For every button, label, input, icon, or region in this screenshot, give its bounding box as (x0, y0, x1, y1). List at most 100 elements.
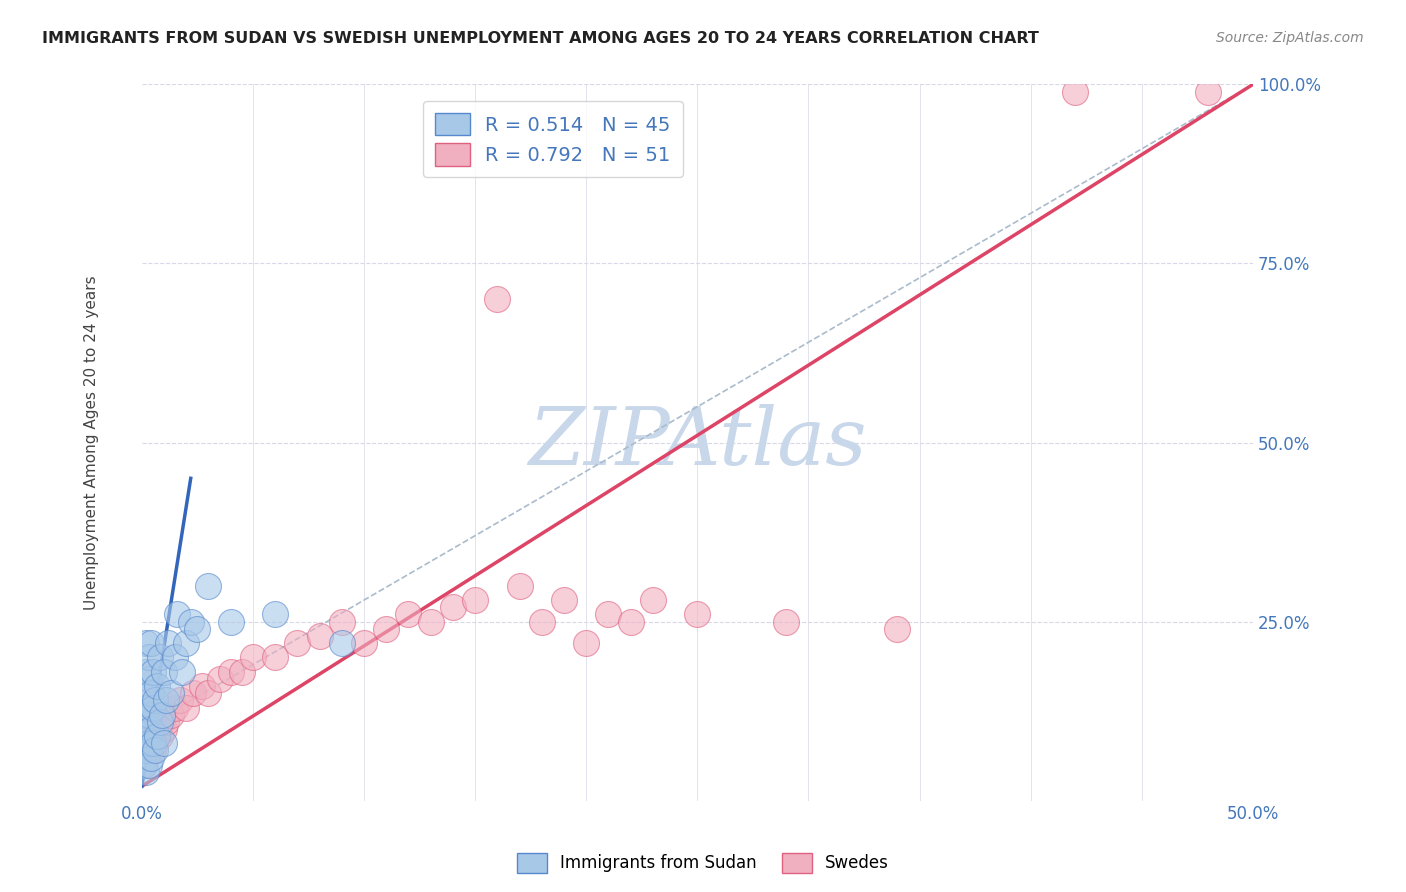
Point (135, 750, 157, 764)
Point (353, 636, 375, 650)
Point (149, 650, 172, 665)
Point (132, 736, 155, 750)
Point (139, 736, 162, 750)
Point (308, 629, 330, 643)
Point (135, 729, 157, 743)
Point (170, 665, 193, 679)
Point (174, 700, 197, 714)
Point (155, 693, 177, 707)
Point (143, 743, 166, 757)
Point (330, 636, 353, 650)
Point (641, 593, 664, 607)
Point (132, 743, 155, 757)
Point (219, 615, 242, 629)
Point (150, 714, 173, 729)
Point (197, 579, 219, 593)
Point (186, 622, 208, 636)
Text: IMMIGRANTS FROM SUDAN VS SWEDISH UNEMPLOYMENT AMONG AGES 20 TO 24 YEARS CORRELAT: IMMIGRANTS FROM SUDAN VS SWEDISH UNEMPLO… (42, 31, 1039, 46)
Point (142, 743, 165, 757)
Point (191, 679, 214, 693)
Point (146, 729, 169, 743)
Point (153, 665, 176, 679)
Point (142, 722, 165, 736)
Point (146, 722, 169, 736)
Point (132, 757, 155, 772)
Point (143, 693, 166, 707)
Text: ZIPAtlas: ZIPAtlas (529, 404, 866, 482)
Point (132, 722, 155, 736)
Point (135, 665, 157, 679)
Point (1064, 85, 1087, 99)
Legend: Immigrants from Sudan, Swedes: Immigrants from Sudan, Swedes (510, 847, 896, 880)
Point (208, 672, 231, 686)
Point (486, 293, 509, 307)
Point (142, 736, 165, 750)
Point (149, 729, 172, 743)
Point (132, 686, 155, 700)
Point (159, 707, 181, 722)
Point (242, 650, 264, 665)
Point (150, 707, 173, 722)
Point (142, 665, 165, 679)
Point (153, 722, 176, 736)
Point (138, 672, 160, 686)
Point (575, 636, 598, 650)
Point (132, 707, 155, 722)
Point (598, 607, 620, 622)
Point (159, 686, 181, 700)
Point (197, 686, 219, 700)
Point (139, 686, 162, 700)
Point (509, 579, 531, 593)
Point (264, 650, 287, 665)
Point (138, 757, 160, 772)
Point (620, 615, 643, 629)
Point (686, 607, 709, 622)
Point (135, 636, 157, 650)
Point (330, 615, 353, 629)
Point (398, 607, 420, 622)
Point (139, 714, 162, 729)
Point (419, 615, 441, 629)
Point (165, 650, 187, 665)
Point (135, 722, 157, 736)
Point (1197, 85, 1219, 99)
Point (287, 636, 309, 650)
Point (135, 700, 157, 714)
Point (169, 693, 191, 707)
Point (138, 722, 160, 736)
Point (264, 607, 287, 622)
Point (138, 707, 160, 722)
Point (165, 700, 187, 714)
Point (231, 665, 253, 679)
Point (139, 750, 162, 764)
Legend: R = 0.514   N = 45, R = 0.792   N = 51: R = 0.514 N = 45, R = 0.792 N = 51 (423, 102, 682, 178)
Point (181, 686, 204, 700)
Point (180, 615, 202, 629)
Point (166, 607, 188, 622)
Point (132, 757, 155, 772)
Point (135, 743, 157, 757)
Point (155, 714, 177, 729)
Point (142, 700, 165, 714)
Point (441, 600, 464, 615)
Point (775, 615, 797, 629)
Point (138, 743, 160, 757)
Point (375, 622, 398, 636)
Point (157, 636, 180, 650)
Point (139, 636, 162, 650)
Point (153, 736, 176, 750)
Point (464, 593, 486, 607)
Point (219, 665, 242, 679)
Point (139, 722, 162, 736)
Point (143, 707, 166, 722)
Text: Unemployment Among Ages 20 to 24 years: Unemployment Among Ages 20 to 24 years (84, 276, 100, 610)
Point (146, 679, 169, 693)
Point (138, 650, 160, 665)
Point (553, 593, 575, 607)
Point (530, 615, 553, 629)
Point (138, 736, 160, 750)
Point (143, 736, 166, 750)
Point (135, 764, 157, 779)
Point (886, 622, 908, 636)
Point (174, 636, 197, 650)
